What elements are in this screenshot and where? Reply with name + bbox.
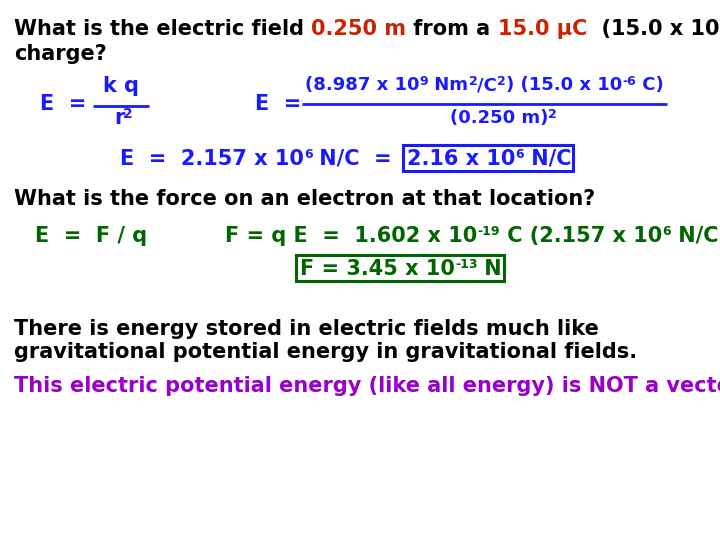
Text: 9: 9	[420, 75, 428, 88]
Text: ) (15.0 x 10: ) (15.0 x 10	[506, 76, 622, 94]
Text: N: N	[477, 259, 502, 279]
Text: 6: 6	[662, 225, 670, 238]
Text: E  =: E =	[255, 94, 302, 114]
Text: r: r	[114, 108, 125, 128]
Text: gravitational potential energy in gravitational fields.: gravitational potential energy in gravit…	[14, 342, 637, 362]
Bar	[296, 255, 504, 281]
Text: charge?: charge?	[14, 44, 107, 64]
Text: 6: 6	[304, 148, 312, 161]
Text: (0.250 m): (0.250 m)	[449, 109, 548, 127]
Text: 0.250 m: 0.250 m	[311, 19, 406, 39]
Text: -13: -13	[455, 258, 477, 271]
Text: N/C: N/C	[523, 149, 571, 169]
Text: E  =: E =	[40, 94, 86, 114]
Text: (8.987 x 10: (8.987 x 10	[305, 76, 420, 94]
Text: This electric potential energy (like all energy) is NOT a vector.: This electric potential energy (like all…	[14, 376, 720, 396]
Text: C): C)	[636, 76, 664, 94]
Text: 2: 2	[123, 107, 133, 121]
Text: What is the electric field: What is the electric field	[14, 19, 311, 39]
Text: F = q E  =  1.602 x 10: F = q E = 1.602 x 10	[225, 226, 477, 246]
Text: 6: 6	[515, 148, 523, 161]
Text: -6: -6	[622, 75, 636, 88]
Text: 2: 2	[548, 108, 557, 121]
Text: F = 3.45 x 10: F = 3.45 x 10	[300, 259, 455, 279]
Text: 2.16 x 10: 2.16 x 10	[407, 149, 515, 169]
Text: Nm: Nm	[428, 76, 469, 94]
Text: N/C): N/C)	[670, 226, 720, 246]
Text: from a: from a	[406, 19, 498, 39]
Text: What is the force on an electron at that location?: What is the force on an electron at that…	[14, 189, 595, 209]
Text: 2: 2	[469, 75, 477, 88]
Text: C (2.157 x 10: C (2.157 x 10	[500, 226, 662, 246]
Text: k q: k q	[104, 76, 140, 96]
Bar	[402, 145, 573, 171]
Text: 15.0 μC: 15.0 μC	[498, 19, 587, 39]
Text: /C: /C	[477, 76, 497, 94]
Text: N/C  =: N/C =	[312, 149, 407, 169]
Text: E  =  F / q: E = F / q	[35, 226, 147, 246]
Text: (15.0 x 10: (15.0 x 10	[587, 19, 719, 39]
Text: -19: -19	[477, 225, 500, 238]
Text: E  =  2.157 x 10: E = 2.157 x 10	[120, 149, 304, 169]
Text: 2: 2	[497, 75, 506, 88]
Text: There is energy stored in electric fields much like: There is energy stored in electric field…	[14, 319, 599, 339]
